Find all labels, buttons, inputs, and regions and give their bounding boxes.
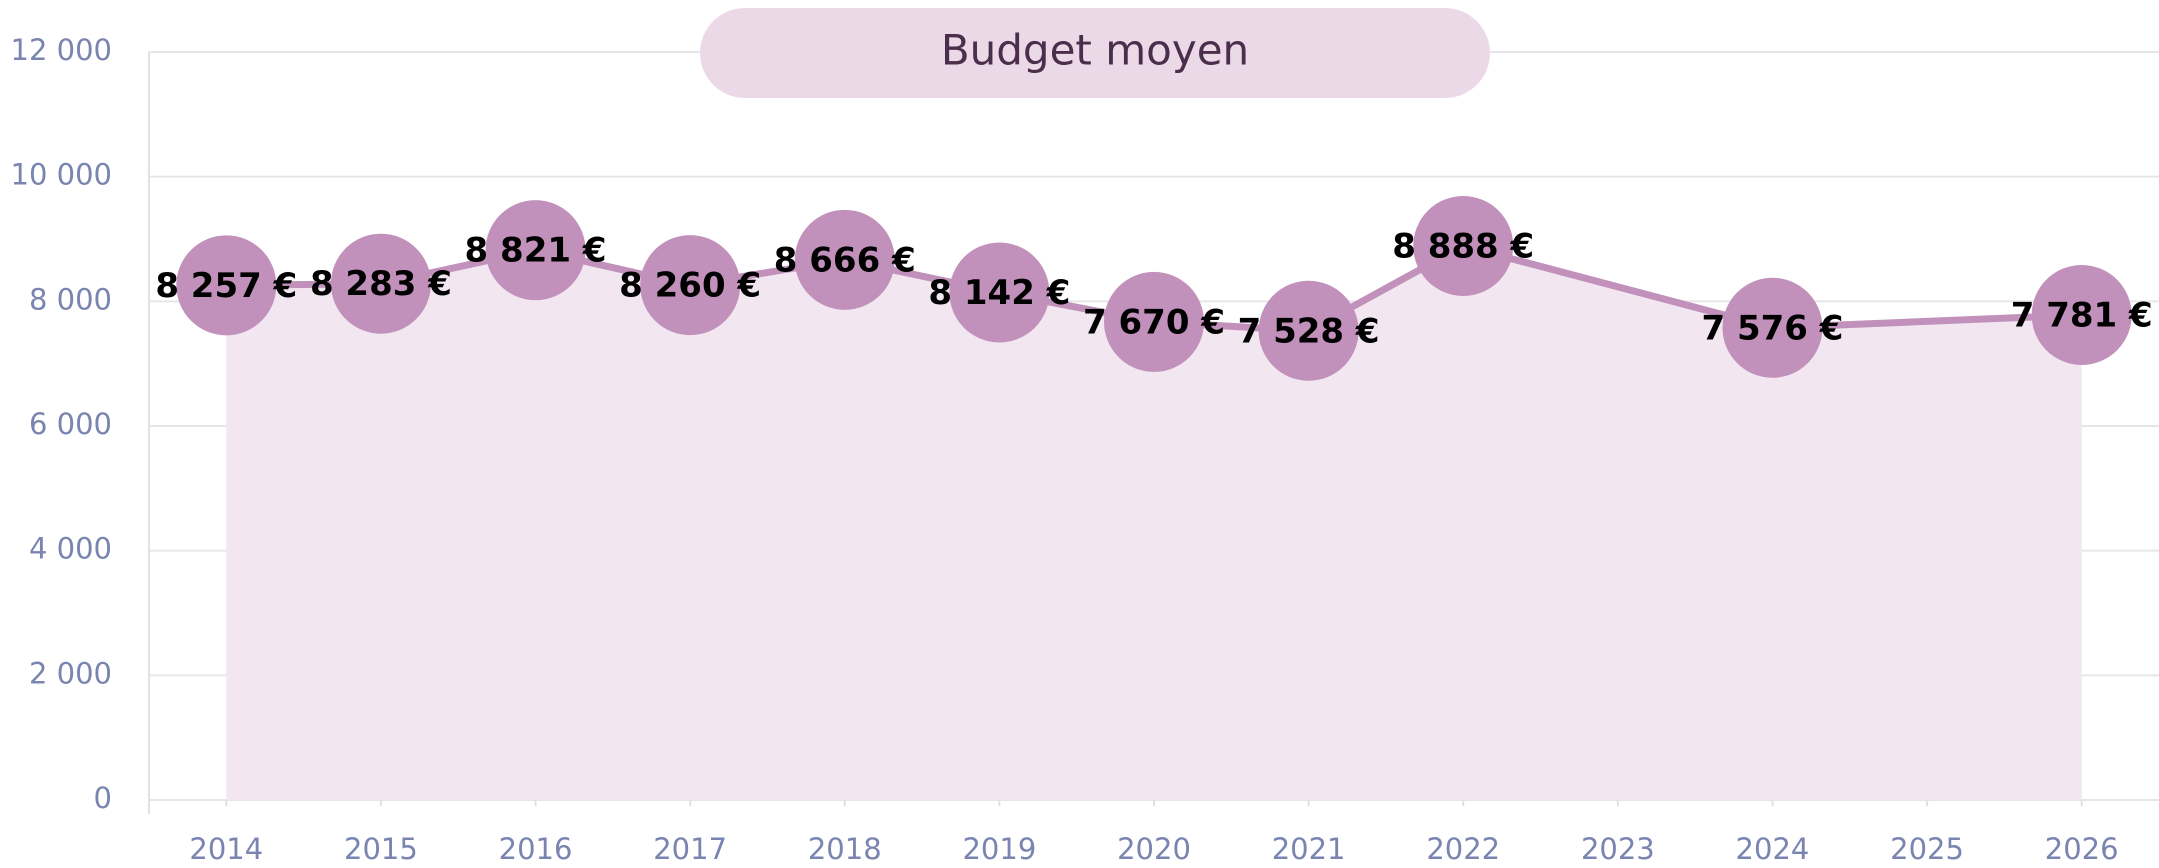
point bbox=[949, 242, 1050, 343]
value-label: 7 670 € bbox=[1083, 302, 1225, 342]
x-tick-label: 2016 bbox=[499, 832, 573, 866]
point bbox=[1413, 195, 1514, 296]
y-tick-label: 8 000 bbox=[29, 282, 112, 316]
point bbox=[330, 233, 431, 334]
value-label: 7 576 € bbox=[1701, 308, 1843, 348]
value-label: 7 781 € bbox=[2011, 295, 2153, 335]
y-tick-label: 2 000 bbox=[29, 656, 112, 690]
x-tick-label: 2017 bbox=[653, 832, 727, 866]
x-tick-label: 2018 bbox=[808, 832, 882, 866]
y-tick-label: 12 000 bbox=[11, 33, 112, 67]
value-label: 8 821 € bbox=[465, 231, 607, 271]
value-label: 8 260 € bbox=[619, 266, 761, 306]
x-tick-label: 2025 bbox=[1890, 832, 1964, 866]
area bbox=[226, 245, 2082, 801]
x-tick-label: 2024 bbox=[1736, 832, 1810, 866]
x-tick-label: 2019 bbox=[962, 832, 1036, 866]
x-tick-label: 2023 bbox=[1581, 832, 1655, 866]
point bbox=[640, 235, 741, 336]
point bbox=[1722, 277, 1823, 378]
point bbox=[1258, 280, 1359, 381]
value-label: 8 666 € bbox=[774, 240, 916, 280]
y-tick-label: 6 000 bbox=[29, 407, 112, 441]
chart-title: Budget moyen bbox=[941, 26, 1249, 75]
point bbox=[485, 200, 586, 301]
value-label: 8 888 € bbox=[1392, 226, 1534, 266]
value-label: 7 528 € bbox=[1238, 311, 1380, 351]
y-tick-label: 10 000 bbox=[11, 158, 112, 192]
point bbox=[1104, 271, 1204, 372]
x-tick-label: 2014 bbox=[189, 832, 263, 866]
value-label: 8 283 € bbox=[310, 264, 452, 304]
point bbox=[176, 235, 277, 336]
y-tick-label: 0 bbox=[94, 781, 112, 815]
title-box bbox=[700, 8, 1490, 98]
x-tick-label: 2021 bbox=[1272, 832, 1346, 866]
point bbox=[794, 209, 895, 310]
value-label: 8 257 € bbox=[155, 266, 297, 306]
value-label: 8 142 € bbox=[928, 273, 1070, 313]
point bbox=[2031, 264, 2132, 365]
x-tick-label: 2026 bbox=[2045, 832, 2119, 866]
x-tick-label: 2015 bbox=[344, 832, 418, 866]
x-tick-label: 2020 bbox=[1117, 832, 1191, 866]
x-tick-label: 2022 bbox=[1426, 832, 1500, 866]
y-tick-label: 4 000 bbox=[29, 532, 112, 566]
